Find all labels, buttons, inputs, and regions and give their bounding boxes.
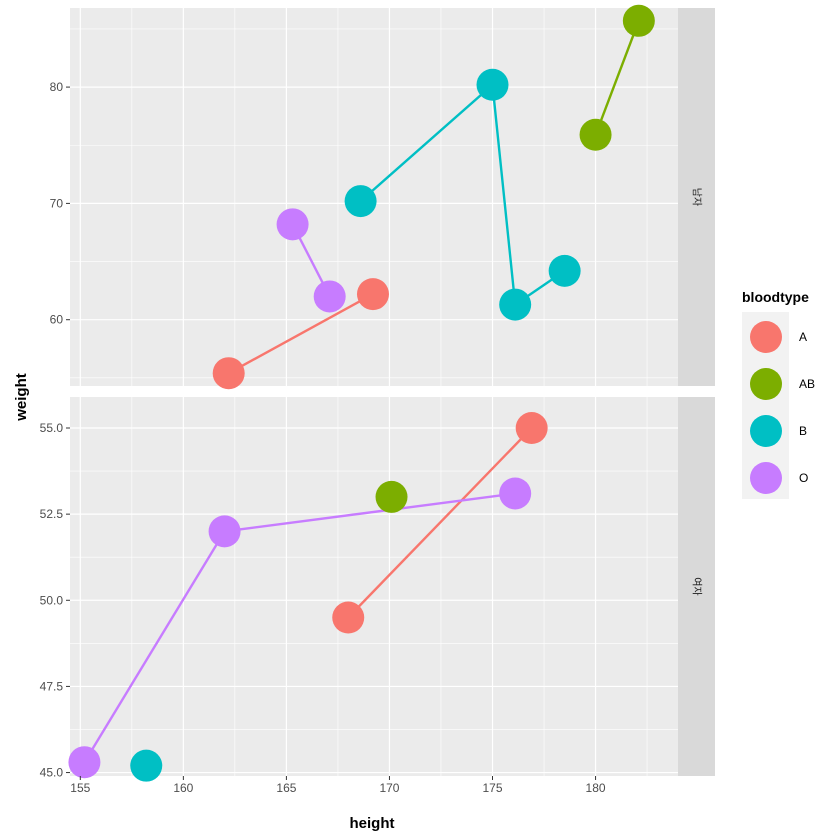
panel-background: [70, 397, 678, 776]
x-tick-label: 165: [276, 781, 296, 795]
data-point-B: [476, 68, 509, 101]
data-point-B: [130, 749, 163, 782]
legend-label-O: O: [799, 471, 808, 485]
panel-1: 60 70 80 남자: [50, 4, 715, 390]
data-point-B: [548, 254, 581, 287]
x-axis: 155 160 165 170 175 180: [70, 776, 606, 795]
legend-key-A: [750, 321, 782, 353]
facet-strip-label: 여자: [691, 577, 703, 595]
y-tick-label: 70: [50, 196, 64, 210]
data-point-O: [499, 477, 532, 510]
legend-title: bloodtype: [742, 289, 809, 305]
y-tick-label: 55.0: [40, 421, 64, 435]
data-point-A: [212, 357, 245, 390]
x-tick-label: 180: [586, 781, 606, 795]
legend-key-AB: [750, 368, 782, 400]
legend-key-B: [750, 415, 782, 447]
series-line-AB: [594, 20, 640, 136]
data-point-O: [208, 515, 241, 548]
data-point-A: [515, 412, 548, 445]
x-tick-label: 170: [379, 781, 399, 795]
y-tick-label: 50.0: [40, 593, 64, 607]
y-axis-title: weight: [13, 373, 30, 422]
facet-strip: [678, 397, 715, 776]
panel-2: 45.0 47.5 50.0 52.5 55.0 여자: [40, 397, 715, 782]
data-point-AB: [622, 4, 655, 37]
series-line-B: [359, 82, 566, 307]
series-line-A: [347, 427, 533, 619]
x-tick-label: 175: [482, 781, 502, 795]
data-point-A: [332, 601, 365, 634]
data-point-O: [68, 746, 101, 779]
y-tick-label: 47.5: [40, 679, 64, 693]
y-tick-label: 52.5: [40, 507, 64, 521]
facet-strip-label: 남자: [691, 188, 703, 206]
x-tick-label: 160: [173, 781, 193, 795]
legend-key-O: [750, 462, 782, 494]
data-point-AB: [375, 480, 408, 513]
data-point-B: [499, 288, 532, 321]
legend-label-B: B: [799, 424, 807, 438]
data-point-B: [344, 185, 377, 218]
facet-strip: [678, 8, 715, 386]
x-tick-label: 155: [70, 781, 90, 795]
data-point-O: [313, 280, 346, 313]
legend-label-A: A: [799, 330, 807, 344]
series-line-A: [228, 293, 374, 375]
y-tick-label: 80: [50, 80, 64, 94]
legend-label-AB: AB: [799, 377, 815, 391]
y-tick-label: 60: [50, 313, 64, 327]
data-point-A: [356, 278, 389, 311]
data-point-AB: [579, 118, 612, 151]
y-tick-label: 45.0: [40, 766, 64, 780]
x-axis-title: height: [350, 815, 395, 832]
legend: bloodtype A AB B O: [742, 289, 815, 499]
data-point-O: [276, 208, 309, 241]
